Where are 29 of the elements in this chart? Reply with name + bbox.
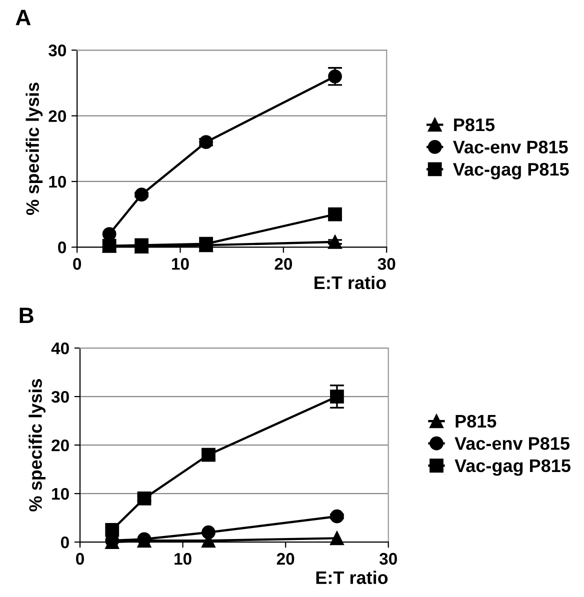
legend-label: Vac-gag P815 [453,162,569,180]
x-tick-label: 20 [276,552,294,565]
y-tick-label: 20 [48,110,66,122]
legend-label: P815 [454,118,495,132]
y-axis-title: % specific lysis [28,379,46,512]
chart-title: B [20,308,34,324]
y-tick-label: 40 [51,342,69,354]
legend-label: Vac-env P815 [454,437,570,450]
y-tick-label: 30 [48,44,66,56]
y-tick-label: 20 [52,439,69,452]
legend-label: Vac-gag P815 [454,459,570,476]
x-tick-label: 10 [172,258,189,270]
y-tick-label: 0 [58,242,66,254]
x-axis-title: E:T ratio [314,276,386,290]
x-tick-label: 0 [76,552,84,565]
y-tick-label: 0 [60,536,69,548]
x-tick-label: 30 [378,258,396,270]
legend-label: Vac-env P815 [453,140,568,154]
legend-label: P815 [456,414,496,428]
x-tick-label: 0 [73,258,82,270]
y-tick-label: 10 [52,488,69,500]
x-tick-label: 30 [379,552,397,565]
x-tick-label: 10 [174,552,192,565]
x-tick-label: 20 [274,258,292,270]
chart-title: A [16,10,31,26]
y-axis-title: % specific lysis [26,82,43,215]
x-axis-title: E:T ratio [316,570,388,584]
y-tick-label: 30 [51,390,69,403]
y-tick-label: 10 [49,176,66,188]
